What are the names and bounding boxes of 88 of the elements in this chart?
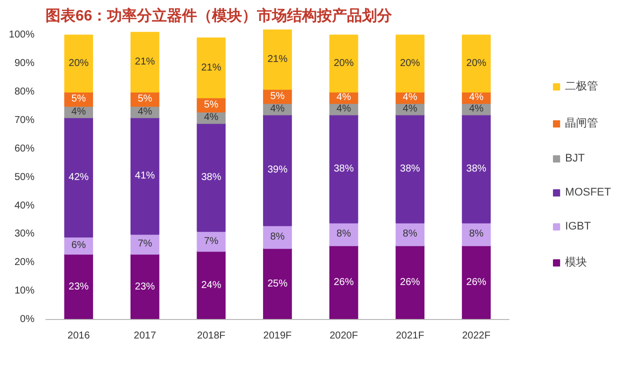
data-label: 4% <box>402 104 418 115</box>
bar <box>196 122 226 232</box>
x-tick-label: 2020F <box>330 330 358 342</box>
y-tick-label: 20% <box>14 257 35 268</box>
data-label: 39% <box>267 164 288 176</box>
bar <box>329 34 358 93</box>
bar <box>396 245 424 320</box>
data-label: 23% <box>134 281 156 292</box>
data-label: 41% <box>134 170 156 182</box>
data-label: 6% <box>71 240 86 252</box>
data-label: 4% <box>138 106 152 118</box>
data-label: 21% <box>134 56 156 68</box>
bar <box>396 34 424 93</box>
data-label: 26% <box>466 277 486 288</box>
data-label: 20% <box>400 58 420 70</box>
bar <box>462 114 491 224</box>
chart-title: 图表66：功率分立器件（模块）市场结构按产品划分 <box>46 6 394 24</box>
data-label: 26% <box>400 277 420 288</box>
y-tick-label: 60% <box>14 143 35 154</box>
bar <box>64 254 94 320</box>
data-label: 8% <box>469 228 484 240</box>
x-tick-label: 2016 <box>68 330 90 342</box>
x-tick-label: 2018F <box>197 330 226 342</box>
data-label: 23% <box>68 281 89 292</box>
data-label: 38% <box>400 163 420 174</box>
data-label: 4% <box>469 92 484 104</box>
bar <box>196 250 226 320</box>
data-label: 4% <box>469 104 484 115</box>
data-label: 4% <box>336 92 352 104</box>
data-label: 8% <box>336 228 352 240</box>
legend-label: 晶闸管 <box>565 116 598 130</box>
data-label: 5% <box>138 94 152 105</box>
bar <box>64 34 94 93</box>
bar <box>396 114 424 224</box>
y-tick-label: 70% <box>14 114 35 126</box>
bar <box>263 114 292 226</box>
data-label: 4% <box>336 104 352 115</box>
x-tick-label: 2021F <box>396 330 424 342</box>
data-label: 38% <box>334 163 354 174</box>
bar <box>462 245 491 320</box>
legend-label: BJT <box>565 152 586 164</box>
y-tick-label: 30% <box>14 228 35 240</box>
x-tick-label: 2017 <box>134 330 156 342</box>
bar <box>263 248 292 320</box>
data-label: 26% <box>334 277 354 288</box>
bar <box>329 245 358 320</box>
data-label: 8% <box>402 228 418 240</box>
legend-label: 模块 <box>565 256 588 270</box>
data-label: 24% <box>201 280 222 291</box>
data-label: 4% <box>270 104 285 115</box>
data-label: 4% <box>204 112 219 124</box>
legend-label: IGBT <box>565 220 591 232</box>
data-label: 8% <box>270 232 285 243</box>
data-label: 4% <box>402 92 418 104</box>
data-label: 5% <box>71 94 86 105</box>
bar <box>462 34 491 93</box>
bar <box>329 114 358 224</box>
data-label: 42% <box>68 172 89 183</box>
data-label: 5% <box>270 90 285 102</box>
bar <box>130 117 160 235</box>
data-label: 4% <box>71 106 86 118</box>
y-tick-label: 90% <box>14 58 35 70</box>
data-label: 21% <box>267 54 288 65</box>
data-label: 20% <box>466 58 486 70</box>
bar <box>64 117 94 238</box>
y-tick-label: 0% <box>20 314 35 325</box>
bar <box>130 32 160 93</box>
data-label: 20% <box>334 58 354 70</box>
bar <box>130 254 160 320</box>
y-tick-label: 80% <box>14 86 35 98</box>
legend-label: MOSFET <box>565 186 611 198</box>
data-label: 25% <box>267 278 288 290</box>
data-label: 21% <box>201 62 222 74</box>
y-tick-label: 100% <box>8 30 35 41</box>
data-label: 7% <box>204 236 219 247</box>
legend-label: 二极管 <box>565 80 598 94</box>
x-tick-label: 2022F <box>462 330 490 342</box>
y-tick-label: 50% <box>14 172 35 183</box>
y-tick-label: 10% <box>14 286 35 297</box>
bar <box>263 30 292 90</box>
data-label: 20% <box>68 58 89 70</box>
data-label: 38% <box>201 172 222 183</box>
data-label: 5% <box>204 99 219 110</box>
y-tick-label: 40% <box>14 200 35 212</box>
data-label: 38% <box>466 163 486 174</box>
data-label: 7% <box>138 238 152 250</box>
bar <box>196 38 226 98</box>
x-tick-label: 2019F <box>263 330 292 342</box>
